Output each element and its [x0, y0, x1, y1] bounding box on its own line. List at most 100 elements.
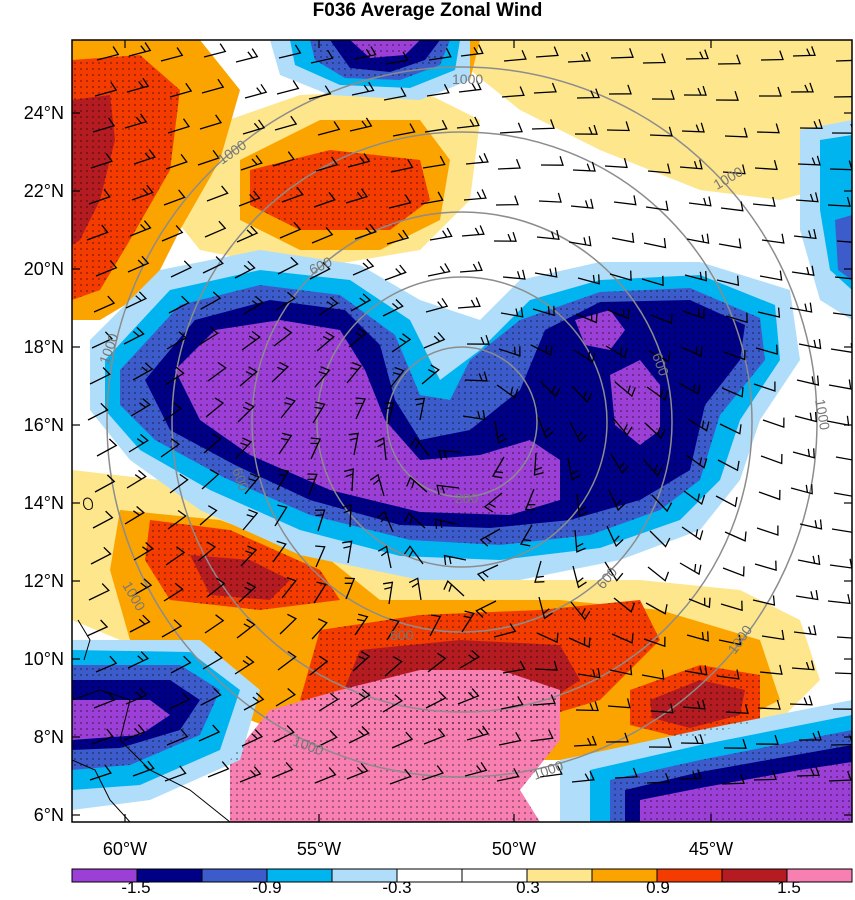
wind-barb [271, 761, 294, 779]
wind-barb [791, 265, 815, 276]
wind-barb [757, 699, 781, 710]
wind-barb [425, 690, 447, 709]
wind-barb [316, 331, 335, 352]
colorbar-label: -1.5 [121, 878, 151, 897]
wind-barb [344, 577, 356, 600]
wind-barb [346, 763, 369, 780]
map-frame [71, 39, 853, 823]
wind-barb [571, 770, 595, 783]
wind-barb [572, 565, 587, 589]
wind-barb [576, 88, 600, 99]
wind-barbs [86, 42, 852, 785]
wind-barb [798, 338, 822, 350]
wind-barb [722, 566, 745, 577]
wind-barb [386, 229, 410, 245]
wind-barb [234, 260, 256, 279]
ring-label-600: 600 [229, 466, 252, 494]
wind-barb [757, 307, 781, 318]
wind-barb [414, 397, 426, 421]
wind-barb [426, 84, 450, 97]
wind-barb [531, 119, 555, 130]
wind-barb [170, 260, 192, 278]
wind-barb [420, 191, 444, 205]
wind-barb [343, 468, 354, 492]
wind-barb [421, 364, 440, 385]
wind-barb [318, 296, 339, 316]
wind-barb [569, 421, 588, 443]
coastline [72, 759, 131, 822]
wind-barb [831, 523, 852, 533]
wind-barb [461, 225, 485, 237]
wind-barb [168, 692, 190, 710]
wind-barb [613, 195, 637, 206]
wind-barb [275, 688, 297, 707]
wind-barb [799, 519, 823, 530]
wind-barb [161, 619, 183, 638]
wind-barb [683, 85, 707, 96]
wind-barb [754, 160, 778, 171]
wind-barb [369, 473, 385, 497]
wind-barb [241, 330, 261, 351]
wind-barb [465, 153, 489, 165]
wind-barb [311, 226, 334, 244]
wind-barb [274, 115, 298, 131]
wind-barb [309, 655, 329, 676]
wind-barb [244, 83, 268, 99]
wind-barb [200, 687, 222, 706]
wind-barb [167, 509, 187, 530]
wind-barb [355, 397, 366, 420]
wind-barb [715, 495, 738, 508]
wind-barb [385, 51, 409, 65]
wind-barb [166, 331, 188, 350]
wind-barb [573, 735, 597, 747]
wind-barb [390, 158, 414, 173]
wind-barb [716, 275, 740, 286]
wind-barb [242, 509, 259, 531]
wind-barb [606, 121, 630, 132]
wind-barb [86, 224, 109, 241]
wind-barb [678, 769, 702, 780]
wind-barb [240, 155, 263, 171]
wind-barb [608, 84, 632, 95]
wind-barb [164, 366, 185, 386]
wind-barb [753, 770, 777, 781]
wind-barb [238, 190, 261, 207]
wind-barb [650, 313, 673, 325]
wind-barb [96, 46, 120, 61]
wind-barb [682, 699, 706, 710]
wind-barb [313, 581, 327, 604]
wind-barb [93, 295, 116, 313]
wind-barb [685, 49, 709, 60]
wind-barb [200, 291, 222, 310]
wind-barb [828, 770, 852, 782]
wind-barb [392, 123, 416, 137]
wind-barb [530, 344, 553, 356]
wind-barb [350, 293, 372, 312]
wind-barb [534, 560, 545, 583]
wind-barb [281, 576, 297, 599]
stippling [630, 665, 760, 740]
wind-barb [535, 46, 559, 58]
wind-barb [240, 545, 258, 567]
wind-barb [679, 159, 703, 170]
lat-label-16n: 16°N [23, 415, 64, 435]
wind-barb [276, 468, 290, 491]
shaded-field [72, 40, 852, 822]
wind-barb [571, 385, 593, 404]
wind-barb [403, 545, 424, 565]
wind-barb [573, 349, 596, 364]
wind-barb [537, 416, 554, 439]
wind-barb [524, 488, 536, 511]
wind-barb [95, 260, 118, 277]
stippling [250, 150, 430, 230]
wind-barb [610, 453, 629, 475]
wind-barb [792, 46, 816, 57]
wind-barb [457, 688, 480, 705]
wind-barb [502, 660, 526, 674]
wind-barb [277, 256, 299, 275]
wind-barb [309, 261, 331, 280]
wind-barb [604, 158, 628, 169]
ring-label-1000: 1000 [452, 71, 483, 87]
wind-barb [280, 396, 296, 419]
wind-barb [534, 267, 558, 278]
